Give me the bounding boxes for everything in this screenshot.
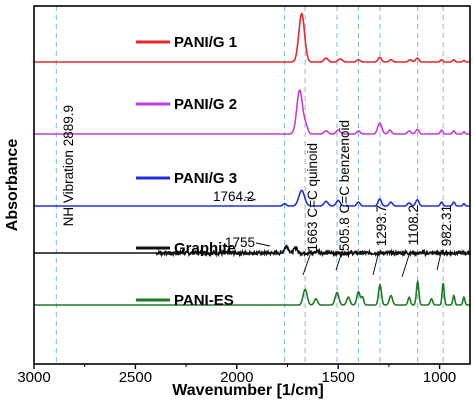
annotation-pointer-7: [436, 252, 442, 271]
series-line-pani-es: [34, 279, 470, 306]
x-axis-title: Wavenumber [1/cm]: [172, 382, 323, 399]
legend-label-0: PANI/G 1: [174, 34, 237, 51]
legend-label-2: PANI/G 3: [174, 170, 237, 187]
legend-label-4: PANI-ES: [174, 292, 234, 309]
series-line-pani-g-1: [34, 12, 470, 63]
annotation-label-2: 1755: [225, 235, 255, 250]
annotation-label-3: 1663 C=C quinoid: [305, 143, 320, 251]
annotation-pointer-3: [302, 254, 311, 276]
annotation-pointer-1: [244, 196, 257, 201]
x-tick-label-1: 2500: [119, 369, 152, 386]
y-axis-title: Absorbance: [4, 139, 21, 232]
plot-frame: [33, 5, 471, 365]
x-tick-label-0: 3000: [17, 369, 50, 386]
annotation-pointer-2: [255, 242, 271, 247]
annotation-pointer-4: [335, 254, 342, 271]
annotation-pointer-5: [372, 254, 379, 276]
legend-label-3: Graphite: [174, 240, 236, 257]
x-axis-ticks: 3000 2500 2000 1500 1000: [17, 364, 456, 386]
spectra-series: [34, 12, 471, 306]
annotation-pointer-6: [401, 254, 410, 278]
annotation-label-0: NH Vibration 2889.9: [61, 105, 76, 226]
series-line-graphite: [34, 244, 471, 258]
series-line-pani-g-2: [34, 89, 470, 135]
annotation-label-5: 1293.7: [374, 205, 389, 246]
peak-annotations: NH Vibration 2889.9 1764.2 1755 1663 C=C qu…: [61, 105, 454, 278]
annotation-label-1: 1764.2: [213, 189, 254, 204]
x-tick-label-3: 1500: [321, 369, 354, 386]
annotation-label-4: 1505.8 C=C benzenoid: [337, 120, 352, 258]
x-tick-label-4: 1000: [423, 369, 456, 386]
vertical-gridlines: [55, 6, 444, 364]
legend: PANI/G 1 PANI/G 2 PANI/G 3 Graphite PANI-ES: [136, 34, 237, 309]
x-tick-label-2: 2000: [220, 369, 253, 386]
legend-label-1: PANI/G 2: [174, 96, 237, 113]
annotation-label-7: 982.31: [439, 205, 454, 246]
annotation-label-6: 1108.2: [406, 205, 421, 245]
series-line-pani-g-3: [34, 189, 470, 207]
